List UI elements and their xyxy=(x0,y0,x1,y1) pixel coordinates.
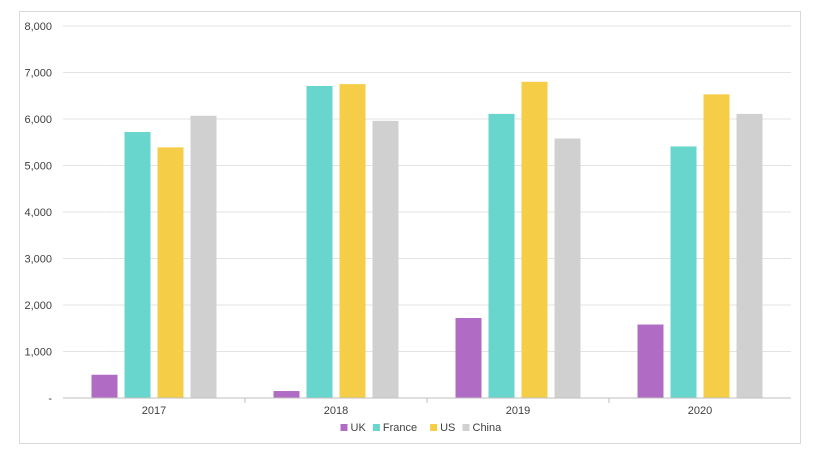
bars xyxy=(91,81,763,399)
legend-swatch-us xyxy=(430,424,438,431)
x-tick-label: 2020 xyxy=(688,405,712,417)
bar-china-2019 xyxy=(554,138,581,398)
bar-us-2020 xyxy=(703,94,730,398)
bar-france-2020 xyxy=(670,146,697,398)
y-tick-label: 3,000 xyxy=(24,254,52,266)
bar-us-2018 xyxy=(339,84,366,398)
y-tick-label: 2,000 xyxy=(24,300,52,312)
bar-china-2018 xyxy=(372,120,399,399)
legend-label-france: France xyxy=(383,422,417,434)
bar-china-2020 xyxy=(736,113,763,398)
y-axis: - 1,000 2,000 3,000 4,000 5,000 6,000 7,000 8,00… xyxy=(24,21,52,405)
bar-uk-2017 xyxy=(91,374,118,398)
y-tick-label: 4,000 xyxy=(24,207,52,219)
bar-france-2017 xyxy=(124,132,151,398)
legend-label-china: China xyxy=(473,422,503,434)
legend-swatch-france xyxy=(372,424,380,431)
bar-uk-2018 xyxy=(273,391,300,398)
x-tick-label: 2017 xyxy=(142,405,166,417)
y-tick-label: 5,000 xyxy=(24,161,52,173)
bar-france-2019 xyxy=(488,113,515,398)
legend-label-uk: UK xyxy=(351,422,367,434)
y-tick-label: 7,000 xyxy=(24,68,52,80)
x-tick-label: 2018 xyxy=(324,405,348,417)
x-tick-label: 2019 xyxy=(506,405,530,417)
y-tick-label: 1,000 xyxy=(24,347,52,359)
y-tick-label: 6,000 xyxy=(24,114,52,126)
bar-china-2017 xyxy=(190,115,217,399)
bar-uk-2019 xyxy=(455,318,482,398)
bar-france-2018 xyxy=(306,85,333,399)
bar-us-2017 xyxy=(157,147,184,398)
bar-us-2019 xyxy=(521,81,548,399)
y-tick-label: 8,000 xyxy=(24,21,52,33)
legend-swatch-uk xyxy=(340,424,348,431)
legend: UK France US China xyxy=(340,422,503,434)
gridlines xyxy=(63,25,791,352)
x-axis: 2017 2018 2019 2020 xyxy=(63,397,791,417)
legend-label-us: US xyxy=(440,422,455,434)
bar-uk-2020 xyxy=(637,324,664,398)
y-tick-label: - xyxy=(48,393,52,405)
legend-swatch-china xyxy=(462,424,470,431)
